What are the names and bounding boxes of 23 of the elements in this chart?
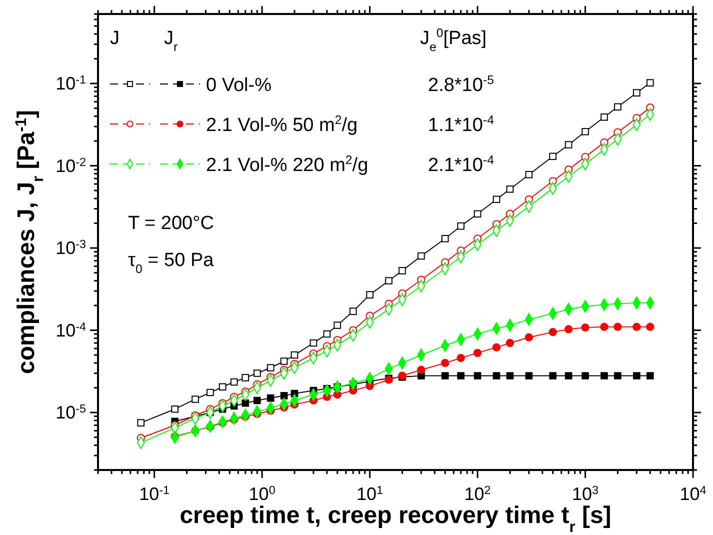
- annotation: 1.1*10$^{-4}$: [428, 113, 494, 136]
- x-tick-label: 10$^{2}$: [464, 484, 491, 504]
- y-tick-label: 10$^{-5}$: [56, 402, 86, 423]
- annotation: J$_{e}$$^{0}$[Pas]: [420, 26, 487, 54]
- x-tick-label: 10$^{1}$: [356, 484, 384, 504]
- y-tick-label: 10$^{-4}$: [56, 320, 86, 340]
- x-axis-title: creep time t, creep recovery time t$_{r}$ [s]: [180, 502, 612, 535]
- legend-label: 0 Vol-%: [206, 75, 272, 96]
- annotation: τ$_{0}$ = 50 Pa: [128, 250, 214, 276]
- legend-label: 2.1 Vol-% 50 m$^{2}$/g: [206, 113, 358, 136]
- annotation: J: [110, 28, 120, 49]
- annotation: T = 200°C: [128, 213, 214, 234]
- y-tick-label: 10$^{-1}$: [56, 73, 86, 94]
- x-tick-label: 10$^{3}$: [572, 484, 599, 504]
- x-tick-label: 10$^{-1}$: [139, 484, 170, 504]
- legend-label: 2.1 Vol-% 220 m$^{2}$/g: [206, 153, 368, 176]
- annotation: J$_{r}$: [164, 28, 178, 54]
- y-tick-label: 10$^{-3}$: [56, 238, 86, 258]
- annotation: 2.8*10$^{-5}$: [428, 73, 494, 96]
- annotation: 2.1*10$^{-4}$: [428, 153, 494, 176]
- y-tick-label: 10$^{-2}$: [56, 155, 86, 176]
- x-tick-label: 10$^{4}$: [680, 484, 707, 504]
- x-tick-label: 10$^{0}$: [248, 484, 276, 504]
